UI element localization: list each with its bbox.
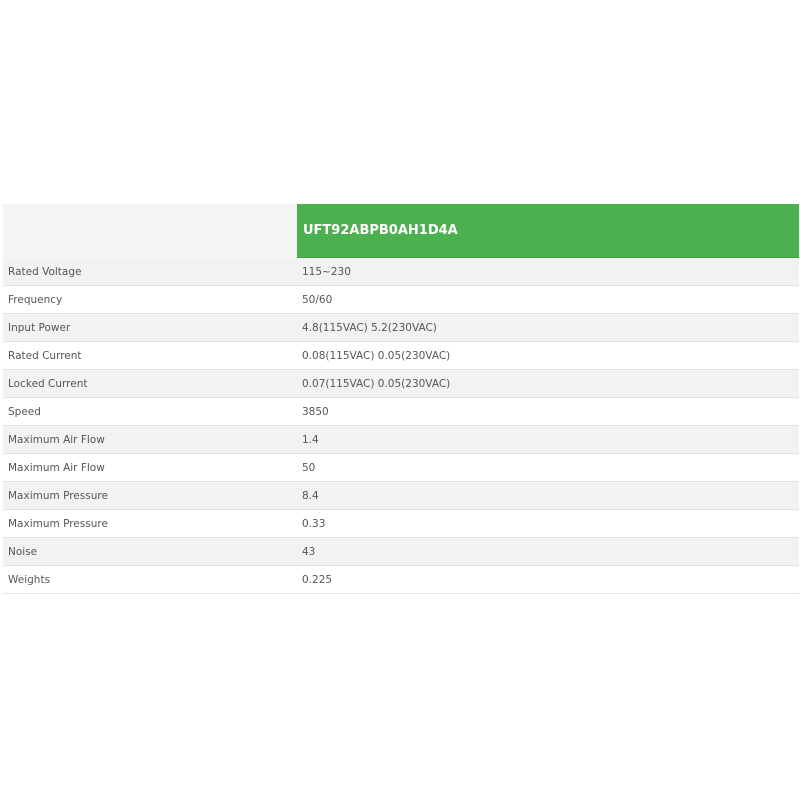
spec-label: Frequency: [8, 293, 63, 306]
spec-label: Maximum Pressure: [8, 517, 108, 530]
table-row: Frequency 50/60: [3, 286, 799, 314]
spec-label: Speed: [8, 405, 41, 418]
table-row: Maximum Pressure 0.33: [3, 510, 799, 538]
spec-value: 0.08(115VAC) 0.05(230VAC): [302, 349, 451, 362]
spec-label: Noise: [8, 545, 38, 558]
spec-value: 43: [302, 545, 316, 558]
spec-value: 0.07(115VAC) 0.05(230VAC): [302, 377, 451, 390]
spec-value: 1.4: [302, 433, 319, 446]
spec-label: Locked Current: [8, 377, 88, 390]
table-row: Maximum Air Flow 50: [3, 454, 799, 482]
table-row: Locked Current 0.07(115VAC) 0.05(230VAC): [3, 370, 799, 398]
spec-value: 115~230: [302, 265, 351, 278]
table-body: Rated Voltage 115~230 Frequency 50/60 Input …: [3, 258, 799, 594]
table-row: Noise 43: [3, 538, 799, 566]
spec-value: 50: [302, 461, 316, 474]
table-row: Input Power 4.8(115VAC) 5.2(230VAC): [3, 314, 799, 342]
spec-label: Maximum Pressure: [8, 489, 108, 502]
spec-value: 4.8(115VAC) 5.2(230VAC): [302, 321, 437, 334]
spec-value: 0.33: [302, 517, 326, 530]
model-header-cell: UFT92ABPB0AH1D4A: [297, 204, 799, 258]
table-row: Maximum Air Flow 1.4: [3, 426, 799, 454]
table-row: Rated Voltage 115~230: [3, 258, 799, 286]
header-blank-cell: [3, 204, 297, 258]
table-row: Rated Current 0.08(115VAC) 0.05(230VAC): [3, 342, 799, 370]
spec-table: UFT92ABPB0AH1D4A Rated Voltage 115~230 Fre…: [3, 204, 799, 594]
spec-value: 50/60: [302, 293, 333, 306]
table-row: Speed 3850: [3, 398, 799, 426]
spec-value: 3850: [302, 405, 329, 418]
spec-value: 8.4: [302, 489, 319, 502]
table-header: UFT92ABPB0AH1D4A: [3, 204, 799, 258]
table-row: Weights 0.225: [3, 566, 799, 594]
spec-label: Rated Voltage: [8, 265, 82, 278]
spec-label: Maximum Air Flow: [8, 433, 105, 446]
spec-label: Input Power: [8, 321, 71, 334]
spec-label: Weights: [8, 573, 51, 586]
table-row: Maximum Pressure 8.4: [3, 482, 799, 510]
spec-label: Maximum Air Flow: [8, 461, 105, 474]
spec-value: 0.225: [302, 573, 333, 586]
spec-label: Rated Current: [8, 349, 82, 362]
